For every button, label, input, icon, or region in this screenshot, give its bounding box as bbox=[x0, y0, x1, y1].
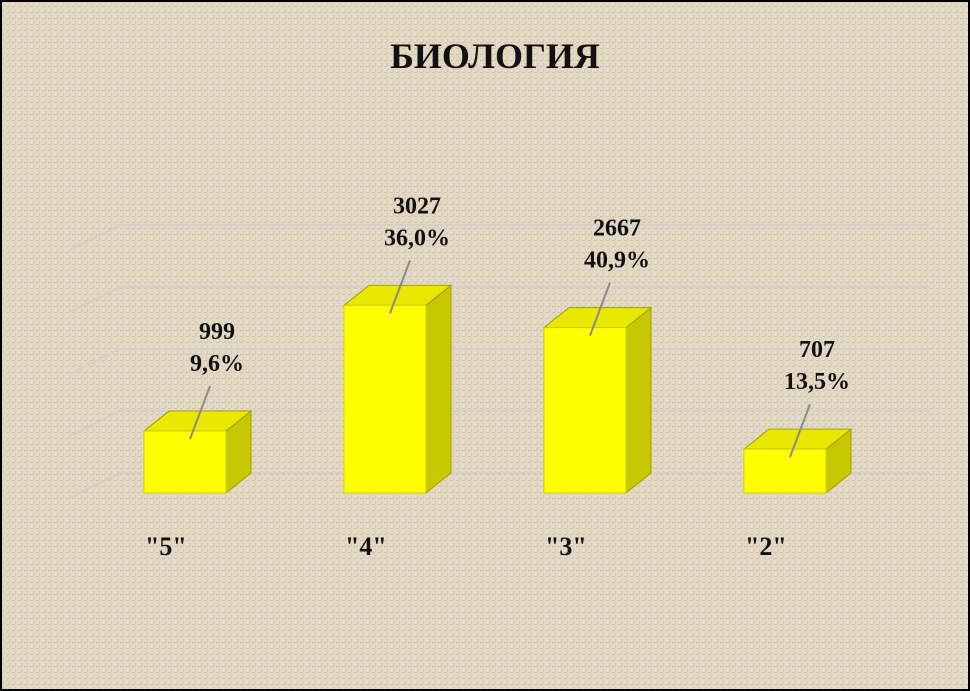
x-tick-label: "5" bbox=[145, 532, 187, 561]
leader-line bbox=[589, 282, 611, 336]
bar bbox=[142, 410, 253, 495]
bar-side bbox=[625, 306, 652, 495]
bar-front bbox=[543, 327, 627, 494]
leader-line bbox=[189, 385, 211, 440]
bar-front bbox=[743, 448, 827, 494]
data-label: 2667 bbox=[593, 216, 641, 242]
percentage-label: 36,0% bbox=[384, 225, 450, 251]
leader-line bbox=[789, 403, 811, 458]
bar bbox=[342, 284, 453, 495]
data-label: 999 bbox=[199, 319, 235, 345]
bar-side bbox=[425, 284, 452, 495]
grid-line bbox=[69, 410, 930, 437]
grid-line bbox=[69, 348, 930, 375]
percentage-label: 40,9% bbox=[584, 248, 650, 274]
bar bbox=[542, 306, 653, 495]
percentage-label: 9,6% bbox=[190, 351, 244, 377]
grid-line bbox=[69, 224, 930, 251]
bar-front bbox=[343, 304, 427, 494]
bar-front bbox=[143, 430, 227, 494]
grid-line bbox=[69, 472, 930, 499]
leader-line bbox=[389, 259, 411, 314]
grid-line bbox=[69, 286, 930, 313]
chart-title: БИОЛОГИЯ bbox=[390, 36, 600, 76]
x-tick-label: "2" bbox=[745, 532, 787, 561]
percentage-label: 13,5% bbox=[784, 369, 850, 395]
x-tick-label: "3" bbox=[545, 532, 587, 561]
x-tick-label: "4" bbox=[345, 532, 387, 561]
data-label: 707 bbox=[799, 337, 835, 363]
bar bbox=[742, 428, 853, 495]
data-label: 3027 bbox=[393, 193, 441, 219]
